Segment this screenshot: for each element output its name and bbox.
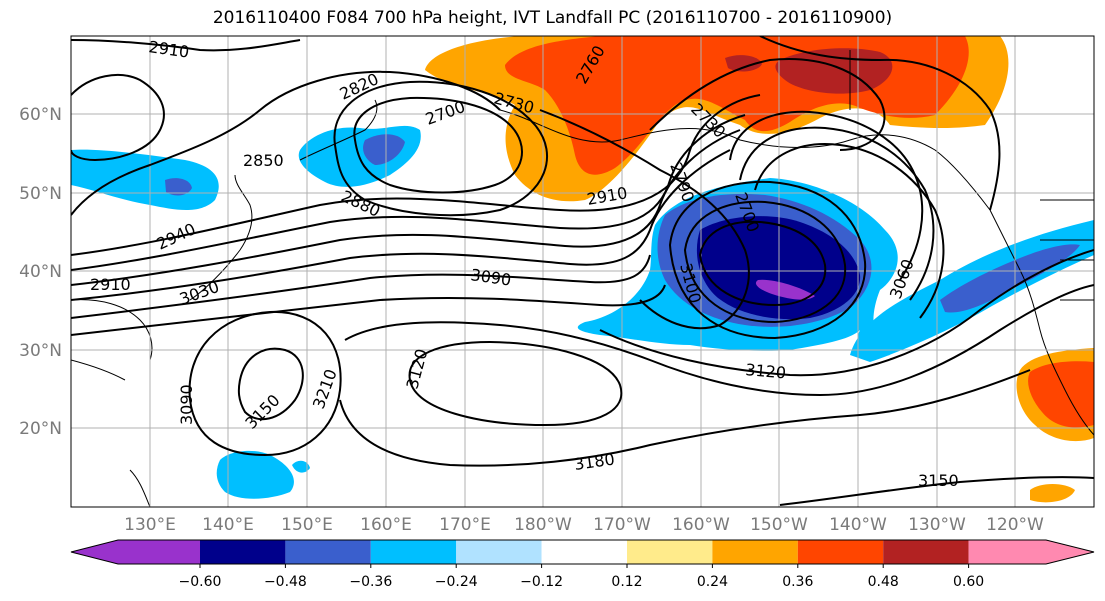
lon-label: 160°W — [672, 515, 730, 535]
ivt-shading — [71, 36, 1094, 503]
contour-band-5 — [71, 254, 651, 319]
contour-3150 — [344, 284, 1094, 397]
contour-3120-south — [599, 249, 1094, 377]
contour-2910-north — [71, 39, 301, 52]
contour-outer-west — [71, 70, 501, 216]
negative-anomaly-min — [755, 279, 815, 300]
colorbar-extend-min — [71, 540, 200, 564]
lon-label: 130°E — [124, 515, 176, 535]
contour-3090-high — [237, 347, 304, 421]
positive-anomaly-southeast-core — [1028, 361, 1094, 428]
contour-band-3 — [71, 129, 741, 286]
contour-band-2 — [71, 114, 746, 271]
colorbar-tick-label: −0.24 — [435, 574, 478, 590]
colorbar-tick-label: −0.12 — [520, 574, 563, 590]
colorbar-extend-max — [968, 540, 1094, 564]
lon-label: 140°W — [829, 515, 887, 535]
contour-label: 3150 — [918, 471, 959, 490]
height-contours — [71, 36, 1094, 506]
contour-cutoff-3 — [668, 180, 867, 340]
contour-band-4 — [71, 149, 731, 301]
lat-label: 20°N — [19, 419, 62, 439]
colorbar-segment — [627, 540, 713, 564]
colorbar-tick-label: 0.48 — [868, 574, 899, 590]
colorbar-tick-labels: −0.60 −0.48 −0.36 −0.24 −0.12 0.12 0.24 … — [179, 574, 985, 590]
colorbar-tick-label: 0.24 — [697, 574, 728, 590]
contour-ridge-north — [649, 58, 886, 151]
colorbar-tick-label: 0.12 — [611, 574, 642, 590]
contour-trough-east-2 — [739, 126, 935, 301]
map-frame — [70, 35, 1095, 508]
longitude-labels: 130°E 140°E 150°E 160°E 170°E 180°W 170°… — [124, 515, 1044, 535]
coastline-kamchatka — [299, 99, 378, 161]
contour-3210 — [408, 340, 623, 427]
lon-label: 180°W — [514, 515, 572, 535]
colorbar-segment — [456, 540, 542, 564]
contour-label: 2850 — [243, 151, 284, 170]
colorbar-segment — [883, 540, 969, 564]
colorbar-segment — [285, 540, 371, 564]
contour-low-west — [71, 74, 165, 162]
contour-cutoff-inner — [698, 220, 827, 307]
negative-anomaly-west-core — [165, 178, 192, 196]
contour-2730 — [539, 109, 750, 330]
contour-3120-high — [188, 310, 342, 457]
coastlines — [71, 50, 1094, 507]
contour-upper-ridge — [759, 36, 1001, 211]
contour-label: 2910 — [90, 275, 131, 294]
contour-label: 3120 — [745, 360, 787, 382]
map-title: 2016110400 F084 700 hPa height, IVT Land… — [212, 8, 893, 28]
lat-label: 30°N — [19, 341, 62, 361]
positive-anomaly-small — [725, 55, 762, 72]
colorbar-tick-label: −0.60 — [179, 574, 222, 590]
coastline-alaska — [499, 109, 991, 211]
lon-label: 120°W — [986, 515, 1044, 535]
lat-label: 40°N — [19, 262, 62, 282]
colorbar-outline — [70, 539, 1095, 565]
negative-anomaly-south-small — [292, 460, 310, 473]
contour-band-6 — [71, 284, 666, 336]
colorbar-segment — [370, 540, 457, 564]
map-area: 2910 2820 2700 2730 2760 2730 2850 2880 … — [71, 36, 1094, 507]
contour-3150-south — [779, 476, 1094, 506]
negative-anomaly-coast-inner — [940, 244, 1080, 313]
colorbar-ticks — [199, 564, 970, 568]
contour-trough-east — [729, 110, 924, 281]
colorbar-tick-label: 0.36 — [782, 574, 813, 590]
colorbar-segment — [541, 540, 627, 564]
colorbar-segment — [712, 540, 798, 564]
contour-trough-east-3 — [754, 143, 945, 319]
latitude-labels: 60°N 50°N 40°N 30°N 20°N — [19, 105, 62, 439]
contour-gulf-low — [353, 96, 523, 194]
lon-label: 160°E — [360, 515, 412, 535]
lon-label: 170°W — [593, 515, 651, 535]
colorbar-segment — [200, 540, 286, 564]
lon-label: 150°W — [750, 515, 808, 535]
contour-label: 3090 — [177, 384, 196, 425]
lon-label: 170°E — [439, 515, 491, 535]
colorbar-tick-label: −0.36 — [349, 574, 392, 590]
contour-cutoff-2 — [683, 200, 847, 324]
colorbar-tick-label: −0.48 — [264, 574, 307, 590]
coastline-asia — [71, 299, 153, 507]
gridlines — [71, 36, 1094, 507]
colorbar-segment — [797, 540, 884, 564]
coastline-north-america — [989, 209, 1094, 436]
contour-3180 — [339, 369, 1031, 467]
lon-label: 130°W — [908, 515, 966, 535]
lon-label: 140°E — [202, 515, 254, 535]
positive-anomaly-southeast-small — [1030, 484, 1075, 503]
lon-label: 150°E — [281, 515, 333, 535]
lat-label: 50°N — [19, 184, 62, 204]
colorbar: −0.60 −0.48 −0.36 −0.24 −0.12 0.12 0.24 … — [70, 539, 1095, 590]
colorbar-tick-label: 0.60 — [953, 574, 984, 590]
coastline-canada — [849, 50, 1094, 301]
lat-label: 60°N — [19, 105, 62, 125]
negative-anomaly-south — [216, 450, 294, 499]
negative-anomaly-japan-core — [363, 134, 405, 165]
